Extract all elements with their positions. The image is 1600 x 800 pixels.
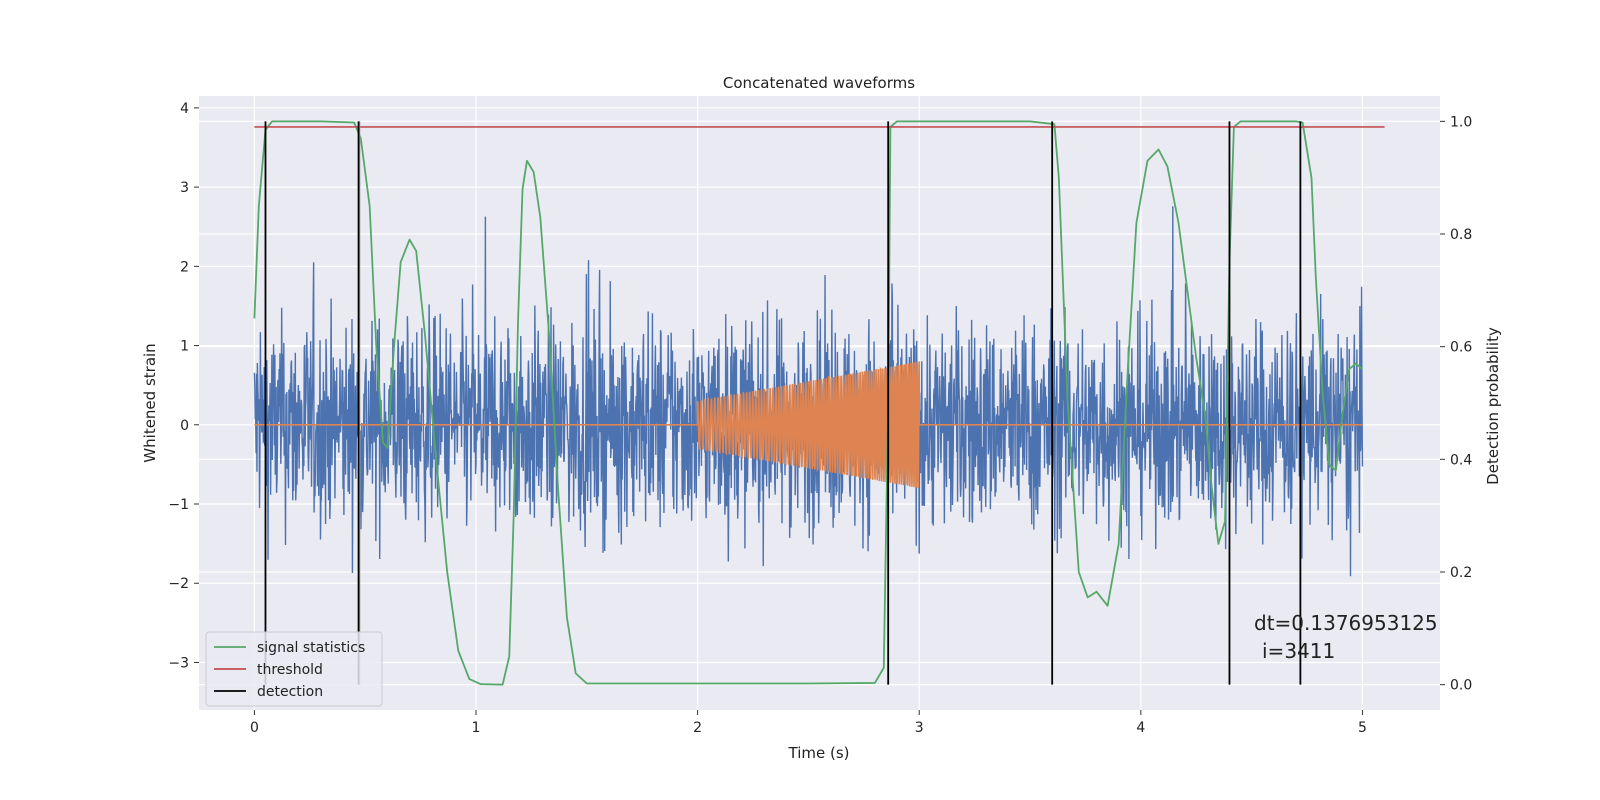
x-tick-label-0: 0 [250, 720, 259, 736]
y-axis-label-left: Whitened strain [141, 343, 159, 462]
legend: signal statistics threshold detection [205, 631, 383, 707]
series-detection [264, 121, 1302, 685]
y-right-tick-label-0.0: 0.0 [1450, 678, 1472, 694]
y-left-tick-label--2: −2 [168, 576, 189, 592]
annotation-i: i=3411 [1262, 639, 1335, 663]
legend-label-detection: detection [257, 684, 323, 700]
series-injected-chirp [254, 361, 1363, 488]
chirp-line [254, 361, 1363, 488]
x-tick-label-4: 4 [1136, 720, 1145, 736]
y-left-tick-label-0: 0 [180, 418, 189, 434]
x-tick-label-3: 3 [915, 720, 924, 736]
y-left-tick-label-3: 3 [180, 180, 189, 196]
y-right-tick-label-1.0: 1.0 [1450, 114, 1472, 130]
y-left-tick-label-1: 1 [180, 339, 189, 355]
legend-label-threshold: threshold [257, 662, 323, 678]
y-right-tick-label-0.2: 0.2 [1450, 565, 1472, 581]
annotation-dt: dt=0.1376953125 [1254, 611, 1438, 635]
x-tick-label-2: 2 [693, 720, 702, 736]
y-right-tick-label-0.8: 0.8 [1450, 227, 1472, 243]
y-left-tick-label-4: 4 [180, 101, 189, 117]
x-axis-label: Time (s) [788, 744, 850, 762]
x-tick-label-1: 1 [472, 720, 481, 736]
chart-title: Concatenated waveforms [723, 74, 915, 92]
y-left-tick-label-2: 2 [180, 259, 189, 275]
y-right-tick-label-0.4: 0.4 [1450, 452, 1472, 468]
y-axis-label-right: Detection probability [1484, 327, 1502, 485]
y-left-tick-label--1: −1 [168, 497, 189, 513]
y-left-tick-label--3: −3 [168, 655, 189, 671]
x-tick-label-5: 5 [1358, 720, 1367, 736]
legend-label-signal-statistics: signal statistics [257, 640, 365, 656]
legend-frame [205, 631, 383, 707]
y-right-tick-label-0.6: 0.6 [1450, 340, 1472, 356]
axis-ticks: 0 1 2 3 4 5 −3 −2 −1 0 1 2 3 4 0.0 0.2 0.4 0.6 0.8 1.0 [168, 101, 1472, 736]
